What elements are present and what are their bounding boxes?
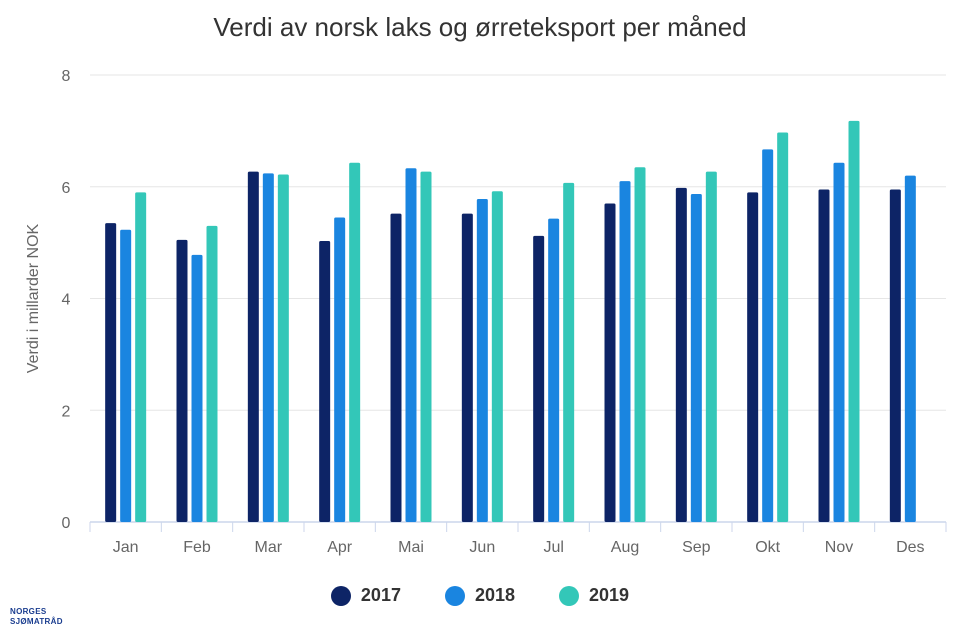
bar-2019-Nov [848,120,860,522]
x-tick-label: Mai [398,539,424,556]
legend-marker-2017 [330,585,351,606]
bar-2017-Apr [319,240,331,523]
bar-2018-Aug [619,181,631,522]
bar-2019-Apr [349,162,361,522]
y-tick-label: 6 [62,180,71,197]
x-tick-label: Aug [611,539,639,556]
bar-2019-Mai [420,171,432,522]
x-tick-label: Apr [327,539,353,556]
x-tick-label: Jul [543,539,563,556]
legend-item-2017[interactable]: 2017 [330,585,401,606]
bar-2018-Mai [405,168,417,522]
bar-2018-Apr [334,217,346,522]
bar-2017-Jan [105,223,117,522]
y-tick-label: 4 [62,292,71,309]
bar-2017-Mai [390,213,402,522]
x-tick-label: Des [896,539,924,556]
bar-2018-Jun [476,199,488,523]
chart-title: Verdi av norsk laks og ørreteksport per … [213,12,747,42]
norges-sjomatrad-logo: NORGES SJØMATRÅD [10,607,63,627]
bar-2017-Jul [533,235,545,523]
bar-2018-Okt [762,149,774,522]
y-tick-label: 8 [62,68,71,85]
logo-line-2: SJØMATRÅD [10,617,63,626]
legend-label-2017: 2017 [360,585,401,605]
bar-2017-Feb [176,239,188,523]
logo-line-1: NORGES [10,607,47,616]
bar-2019-Aug [634,167,646,522]
legend-marker-2019 [559,585,580,606]
x-tick-label: Mar [255,539,283,556]
legend: 2017 2018 2019 [0,585,960,606]
bar-2018-Des [904,175,916,522]
bar-2017-Des [889,189,901,522]
bar-2019-Sep [705,171,717,522]
bar-2017-Sep [675,187,687,522]
x-tick-label: Okt [755,539,780,556]
y-axis-label: Verdi i millarder NOK [25,223,42,373]
bar-2018-Jul [548,218,560,522]
bar-2019-Feb [206,225,218,523]
y-tick-label: 0 [62,515,71,532]
legend-item-2019[interactable]: 2019 [559,585,629,606]
bar-2018-Mar [262,173,274,522]
x-tick-label: Nov [825,539,853,556]
x-tick-label: Jun [469,539,495,556]
legend-label-2018: 2018 [474,585,516,605]
legend-item-2018[interactable]: 2018 [444,585,516,606]
x-tick-label: Feb [183,539,211,556]
y-tick-label: 2 [62,403,71,420]
bar-2017-Jun [461,213,473,522]
legend-marker-2018 [444,585,465,606]
bar-2019-Jun [491,191,503,522]
bar-2017-Okt [747,192,759,522]
bar-2017-Nov [818,189,830,522]
bar-2019-Jan [135,192,147,522]
bar-2018-Feb [191,254,203,523]
bar-2019-Okt [777,132,789,522]
bar-2017-Aug [604,203,616,522]
bar-2018-Sep [690,194,702,523]
legend-label-2019: 2019 [589,585,630,605]
x-tick-label: Sep [682,539,711,556]
bar-2018-Nov [833,162,845,522]
bar-2019-Mar [277,174,289,522]
bar-2019-Jul [563,182,575,522]
bar-2018-Jan [120,229,132,522]
x-tick-label: Jan [113,539,139,556]
bar-2017-Mar [247,171,259,522]
